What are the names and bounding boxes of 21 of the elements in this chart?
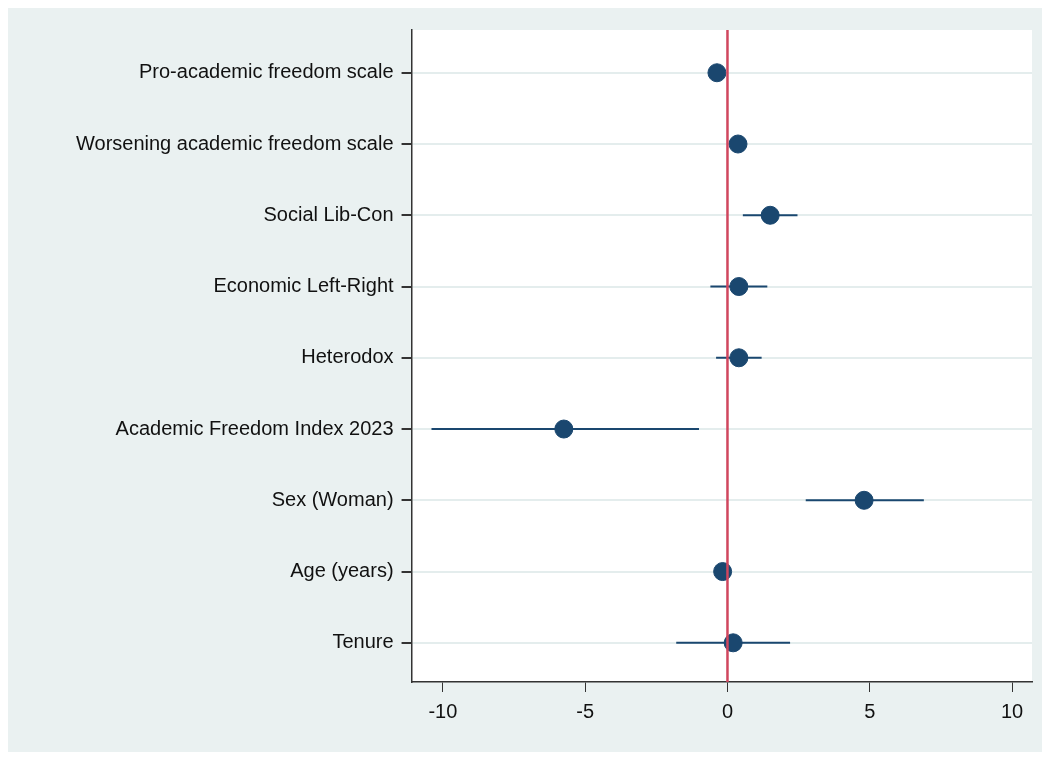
y-tick-label: Economic Left-Right: [213, 274, 394, 297]
x-tick-label: 5: [864, 699, 876, 722]
y-tick-label: Worsening academic freedom scale: [76, 131, 394, 154]
y-tick-label: Age (years): [290, 559, 394, 582]
y-tick-label: Social Lib-Con: [263, 202, 394, 225]
y-tick-label: Sex (Woman): [271, 487, 394, 510]
point: [729, 277, 749, 297]
x-tick-label: -5: [576, 699, 595, 722]
y-tick-label: Academic Freedom Index 2023: [115, 416, 394, 439]
point: [707, 63, 727, 83]
x-tick-label: 10: [1000, 699, 1024, 722]
point: [854, 490, 874, 510]
y-tick-label: Heterodox: [301, 345, 394, 368]
point: [554, 419, 574, 439]
y-tick-label: Pro-academic freedom scale: [139, 60, 394, 83]
point: [760, 205, 780, 225]
x-tick-label: -10: [428, 699, 458, 722]
y-tick-label: Tenure: [332, 630, 394, 653]
x-tick-label: 0: [721, 699, 734, 722]
point: [729, 348, 749, 368]
point: [728, 134, 748, 154]
